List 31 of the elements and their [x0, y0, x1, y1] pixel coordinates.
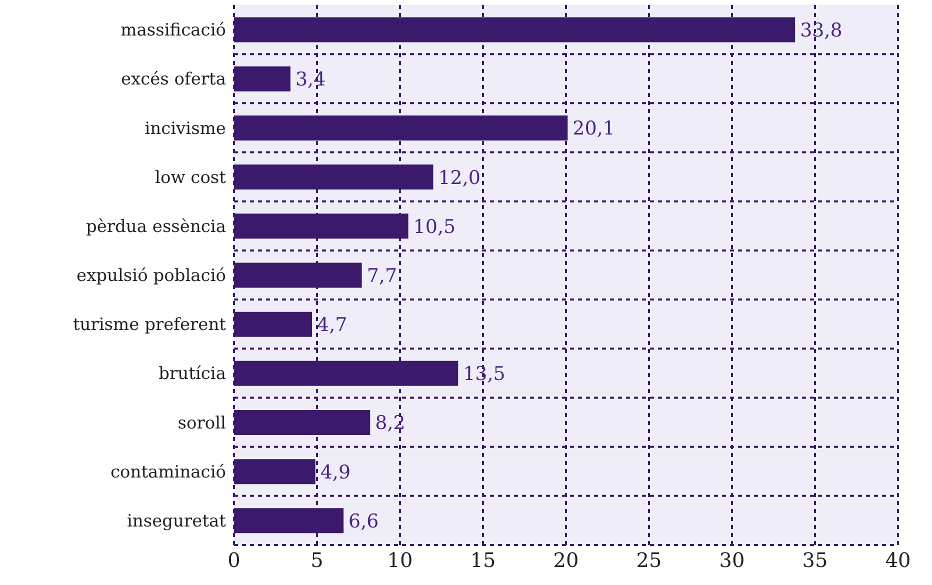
y-tick-label: turisme preferent [72, 315, 226, 336]
y-tick-label: massificació [120, 20, 226, 41]
y-tick-label: inseguretat [127, 511, 226, 532]
x-tick-label: 30 [719, 548, 745, 572]
x-tick-label: 10 [387, 548, 413, 572]
y-tick-label: brutícia [158, 364, 226, 384]
y-tick-label: excés oferta [120, 70, 226, 90]
data-label: 8,2 [375, 412, 406, 434]
y-tick-label: low cost [155, 168, 226, 188]
x-tick-label: 25 [636, 548, 662, 572]
y-tick-label: incivisme [144, 118, 226, 139]
x-tick-label: 20 [553, 548, 579, 572]
x-tick-label: 35 [802, 548, 828, 572]
data-label: 4,9 [320, 461, 351, 484]
y-tick-label: pèrdua essència [86, 216, 226, 237]
data-label: 13,5 [463, 363, 506, 386]
y-tick-label: contaminació [110, 462, 226, 482]
data-label: 3,4 [295, 68, 326, 91]
y-tick-label: soroll [178, 413, 226, 434]
y-tick-label: expulsió població [76, 266, 226, 286]
data-label: 7,7 [366, 264, 398, 287]
data-label: 6,6 [348, 510, 379, 532]
x-tick-label: 15 [470, 548, 496, 572]
data-label: 20,1 [572, 118, 615, 140]
x-tick-label: 5 [310, 548, 324, 572]
x-tick-label: 0 [228, 548, 240, 572]
data-label: 33,8 [800, 20, 842, 42]
x-tick-label: 40 [885, 548, 911, 572]
data-label: 10,5 [413, 216, 456, 238]
data-label: 12,0 [438, 166, 481, 189]
data-label: 4,7 [317, 314, 348, 336]
